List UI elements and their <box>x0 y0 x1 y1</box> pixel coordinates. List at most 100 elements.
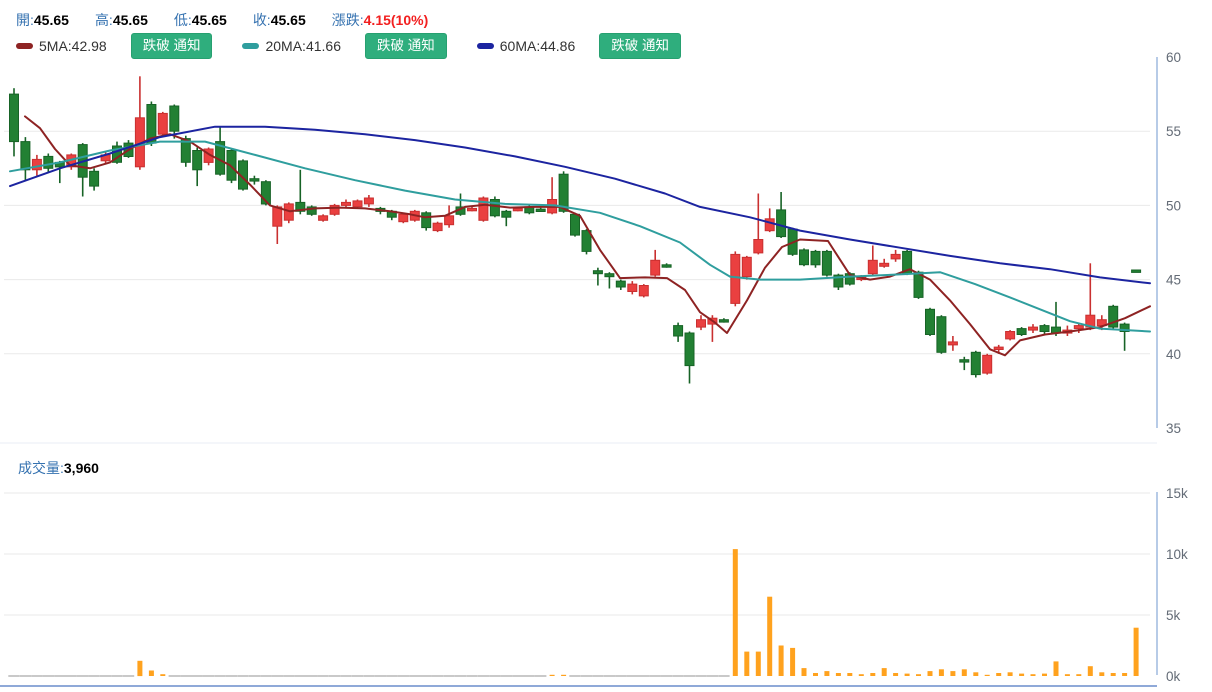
candle[interactable] <box>134 76 145 170</box>
candle[interactable] <box>1108 304 1119 329</box>
volume-bar[interactable] <box>160 674 166 676</box>
volume-bar[interactable] <box>916 674 921 676</box>
volume-bar[interactable] <box>1087 666 1093 676</box>
volume-bar[interactable] <box>1122 673 1128 676</box>
candle[interactable] <box>730 251 741 307</box>
volume-bar[interactable] <box>561 674 567 676</box>
volume-bar[interactable] <box>881 668 887 676</box>
candle[interactable] <box>936 315 947 354</box>
volume-bar[interactable] <box>1019 673 1025 676</box>
volume-bar[interactable] <box>755 651 761 676</box>
candle[interactable] <box>329 203 340 216</box>
candle[interactable] <box>925 307 935 336</box>
candle[interactable] <box>157 111 168 138</box>
volume-bar[interactable] <box>1133 627 1139 676</box>
candle[interactable] <box>501 209 512 227</box>
candle[interactable] <box>421 211 432 231</box>
volume-bar[interactable] <box>778 645 784 677</box>
volume-bar[interactable] <box>938 669 944 676</box>
candle[interactable] <box>570 212 580 237</box>
candle[interactable] <box>489 196 500 218</box>
candle[interactable] <box>9 88 19 157</box>
volume-bar[interactable] <box>1076 674 1082 676</box>
candle[interactable] <box>982 353 993 375</box>
volume-bar[interactable] <box>893 673 899 676</box>
volume-bar[interactable] <box>790 647 796 676</box>
candle[interactable] <box>753 193 764 255</box>
candle[interactable] <box>627 281 638 295</box>
candle[interactable] <box>272 205 283 244</box>
volume-bar[interactable] <box>870 673 876 676</box>
candle[interactable] <box>615 279 626 290</box>
candle[interactable] <box>238 159 248 191</box>
volume-bar[interactable] <box>904 673 910 676</box>
volume-bar[interactable] <box>744 651 750 676</box>
volume-bar[interactable] <box>847 673 853 676</box>
candle[interactable] <box>673 322 684 342</box>
candle[interactable] <box>20 137 31 181</box>
ma60-breakdown-alert-button[interactable]: 跌破 通知 <box>599 33 682 60</box>
volume-bar[interactable] <box>732 549 738 676</box>
candle[interactable] <box>1039 324 1050 335</box>
candle[interactable] <box>696 315 706 331</box>
candle[interactable] <box>444 205 455 228</box>
volume-bar[interactable] <box>973 672 979 676</box>
candle[interactable] <box>43 153 54 173</box>
volume-bar[interactable] <box>1110 673 1116 676</box>
volume-bar[interactable] <box>927 671 933 676</box>
candle[interactable] <box>295 169 306 215</box>
volume-bar[interactable] <box>801 668 807 676</box>
volume-bar[interactable] <box>1053 661 1059 676</box>
volume-bar[interactable] <box>137 660 143 677</box>
candle[interactable] <box>169 104 180 139</box>
candle[interactable] <box>352 199 363 209</box>
candle[interactable] <box>89 168 100 191</box>
candle[interactable] <box>478 196 489 222</box>
candle[interactable] <box>741 255 752 280</box>
candle[interactable] <box>1028 324 1038 333</box>
candle[interactable] <box>363 195 374 207</box>
candle[interactable] <box>592 267 603 286</box>
candle[interactable] <box>776 192 787 238</box>
candle[interactable] <box>764 208 775 233</box>
candle[interactable] <box>970 350 981 378</box>
volume-bar[interactable] <box>148 670 154 677</box>
candle[interactable] <box>890 249 901 262</box>
ma20-breakdown-alert-button[interactable]: 跌破 通知 <box>364 33 447 60</box>
candle[interactable] <box>77 143 88 197</box>
candle[interactable] <box>810 249 821 268</box>
candle[interactable] <box>283 202 294 224</box>
volume-bar[interactable] <box>549 674 555 676</box>
candle[interactable] <box>684 331 695 384</box>
candle[interactable] <box>867 245 878 276</box>
volume-bar[interactable] <box>1042 673 1047 676</box>
candle[interactable] <box>879 258 890 268</box>
candle[interactable] <box>959 356 970 371</box>
volume-bar[interactable] <box>1007 672 1013 676</box>
candle[interactable] <box>54 160 65 184</box>
volume-bar[interactable] <box>824 671 830 676</box>
candle[interactable] <box>650 249 661 277</box>
candle[interactable] <box>66 153 77 170</box>
volume-bar[interactable] <box>813 673 818 676</box>
candle[interactable] <box>913 270 924 299</box>
candle[interactable] <box>192 147 203 187</box>
candle[interactable] <box>535 207 546 213</box>
candle[interactable] <box>581 229 592 255</box>
candle[interactable] <box>821 249 832 277</box>
candle[interactable] <box>547 177 558 215</box>
volume-bar[interactable] <box>835 673 841 676</box>
volume-bar[interactable] <box>858 674 864 676</box>
candle[interactable] <box>799 248 809 267</box>
candle[interactable] <box>947 336 958 351</box>
volume-bar[interactable] <box>767 596 773 676</box>
volume-bar[interactable] <box>950 671 956 676</box>
volume-bar[interactable] <box>961 669 967 676</box>
candle[interactable] <box>604 272 615 289</box>
candle[interactable] <box>1131 269 1142 273</box>
volume-bar[interactable] <box>996 673 1002 676</box>
candle[interactable] <box>1085 263 1096 331</box>
candle[interactable] <box>31 154 42 176</box>
volume-bar[interactable] <box>1030 674 1036 676</box>
